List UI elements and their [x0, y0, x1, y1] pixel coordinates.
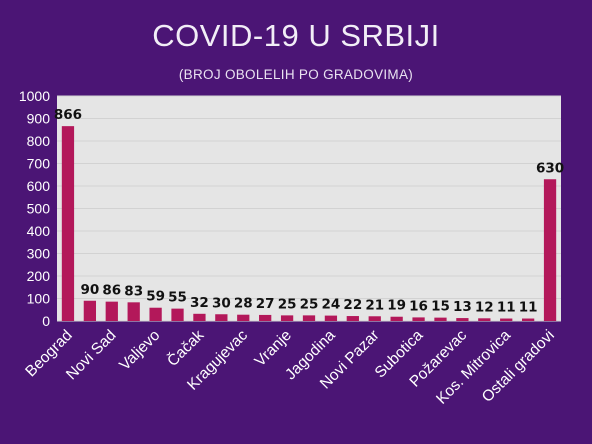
- y-tick-label: 800: [27, 133, 51, 149]
- data-label: 25: [300, 296, 319, 312]
- y-tick-label: 0: [42, 313, 50, 329]
- y-axis-ticks: 0 100 200 300 400 500 600 700 800 900 1000: [19, 88, 50, 329]
- chart-subtitle: (BROJ OBOLELIH PO GRADOVIMA): [178, 67, 414, 82]
- chart-title: COVID-19 U SRBIJI: [152, 18, 440, 53]
- y-tick-label: 400: [27, 223, 51, 239]
- bar: [280, 315, 294, 321]
- data-label: 11: [519, 300, 538, 316]
- bar: [105, 301, 118, 321]
- gridlines: [57, 95, 561, 322]
- bar: [127, 302, 140, 321]
- data-label: 27: [256, 296, 275, 312]
- data-label: 22: [343, 297, 362, 313]
- data-label: 21: [365, 297, 384, 313]
- y-tick-label: 100: [27, 291, 51, 307]
- data-label: 866: [54, 107, 82, 123]
- data-label: 15: [431, 299, 450, 315]
- bar: [259, 314, 272, 321]
- bar: [412, 317, 425, 321]
- data-label: 83: [124, 283, 143, 299]
- data-label: 55: [168, 290, 187, 306]
- data-label: 30: [212, 295, 231, 311]
- bar: [456, 318, 469, 321]
- data-label: 32: [190, 295, 209, 311]
- x-tick-label: Čačak: [164, 327, 207, 370]
- y-tick-label: 700: [27, 156, 51, 172]
- y-tick-label: 900: [27, 111, 51, 127]
- data-label: 16: [409, 298, 428, 314]
- x-tick-label: Valjevo: [116, 327, 163, 374]
- data-label: 90: [80, 282, 99, 298]
- bars: [61, 126, 557, 322]
- bar: [368, 316, 381, 321]
- bar: [193, 313, 206, 321]
- bar: [324, 315, 338, 321]
- data-label: 11: [497, 300, 516, 316]
- bar: [302, 315, 316, 321]
- x-tick-label: Vranje: [252, 327, 295, 370]
- bar: [500, 318, 513, 321]
- data-label: 25: [278, 296, 297, 312]
- bar: [521, 318, 535, 321]
- y-tick-label: 300: [27, 246, 51, 262]
- data-label: 59: [146, 289, 165, 305]
- bar: [543, 179, 557, 321]
- data-label: 24: [322, 297, 341, 313]
- bar: [215, 314, 228, 321]
- data-label: 13: [453, 299, 472, 315]
- bar: [346, 316, 359, 321]
- data-label: 19: [387, 298, 406, 314]
- bar: [390, 316, 403, 321]
- bar: [83, 300, 97, 321]
- bar: [237, 314, 250, 321]
- bar: [478, 318, 491, 321]
- data-label: 630: [536, 160, 564, 176]
- bar: [149, 307, 162, 321]
- y-tick-label: 200: [27, 268, 51, 284]
- bar: [434, 317, 447, 321]
- bar: [61, 126, 75, 322]
- bar: [171, 308, 184, 321]
- y-tick-label: 500: [27, 201, 51, 217]
- data-label: 28: [234, 296, 253, 312]
- y-tick-label: 1000: [19, 88, 50, 104]
- data-label: 86: [102, 283, 121, 299]
- y-tick-label: 600: [27, 178, 51, 194]
- data-label: 12: [475, 299, 494, 315]
